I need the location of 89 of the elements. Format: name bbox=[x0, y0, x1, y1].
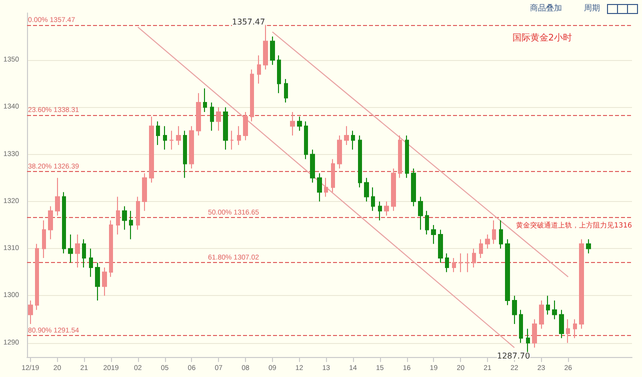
candlestick bbox=[163, 126, 167, 150]
annotation: 1287.70 bbox=[497, 352, 530, 360]
candlestick bbox=[55, 177, 60, 216]
candlestick bbox=[499, 220, 503, 250]
candlestick bbox=[257, 54, 261, 84]
candlestick bbox=[277, 54, 281, 94]
candlestick bbox=[142, 172, 147, 212]
candlestick bbox=[573, 318, 577, 339]
candlestick bbox=[129, 210, 133, 240]
candlestick bbox=[445, 252, 449, 273]
candlestick bbox=[566, 318, 570, 344]
candlestick bbox=[405, 135, 409, 178]
candlestick bbox=[102, 266, 107, 296]
candlestick bbox=[431, 224, 436, 244]
candlestick bbox=[116, 196, 120, 235]
candlestick bbox=[364, 177, 369, 202]
candlestick bbox=[156, 120, 160, 146]
candlestick bbox=[149, 116, 154, 184]
candlestick bbox=[95, 262, 100, 301]
candlestick bbox=[35, 243, 39, 310]
candlestick bbox=[230, 130, 234, 150]
candlestick bbox=[458, 252, 463, 273]
candlestick bbox=[122, 206, 127, 230]
candlestick bbox=[526, 328, 530, 354]
candlestick bbox=[391, 168, 396, 212]
candlestick bbox=[310, 149, 315, 184]
candlestick bbox=[250, 69, 254, 122]
candlestick bbox=[465, 252, 470, 273]
candlestick bbox=[512, 295, 517, 325]
candlestick bbox=[472, 248, 476, 268]
candlestick bbox=[586, 238, 591, 254]
candlestick bbox=[243, 111, 248, 141]
candlestick bbox=[136, 196, 140, 230]
candlestick bbox=[183, 130, 187, 178]
annotation: 国际黄金2小时 bbox=[512, 32, 572, 44]
text: 商品叠加 bbox=[530, 4, 562, 12]
candlestick bbox=[223, 106, 228, 150]
candlestick bbox=[384, 200, 389, 216]
candlestick bbox=[418, 196, 423, 230]
candlestick bbox=[297, 116, 302, 132]
candlestick bbox=[62, 192, 66, 254]
candlestick bbox=[351, 130, 355, 150]
candlestick bbox=[75, 234, 80, 268]
candlestick bbox=[216, 106, 221, 132]
candlestick bbox=[176, 126, 181, 146]
candlestick bbox=[324, 177, 328, 198]
candlestick bbox=[479, 238, 483, 259]
candlestick bbox=[485, 234, 490, 250]
candlestick bbox=[371, 186, 375, 212]
candlestick bbox=[48, 206, 53, 240]
candlestick bbox=[317, 172, 322, 202]
candlestick bbox=[196, 92, 201, 136]
candlestick bbox=[203, 88, 207, 112]
candlestick bbox=[109, 220, 113, 278]
candlestick bbox=[579, 238, 584, 330]
candlestick bbox=[378, 200, 382, 221]
candlestick bbox=[546, 295, 550, 316]
candlestick bbox=[519, 309, 523, 344]
candlestick bbox=[358, 135, 362, 188]
candlestick bbox=[169, 130, 174, 150]
candlestick bbox=[263, 24, 268, 70]
candlestick bbox=[270, 36, 275, 66]
candlestick bbox=[284, 78, 288, 104]
candlestick bbox=[331, 158, 335, 193]
candlestick bbox=[552, 300, 557, 320]
candlestick bbox=[304, 120, 308, 160]
candlestick bbox=[42, 220, 46, 259]
candlestick bbox=[82, 238, 86, 268]
candlestick bbox=[492, 220, 496, 244]
candlestick bbox=[237, 126, 241, 146]
candlestick bbox=[425, 210, 429, 235]
candlestick bbox=[337, 135, 342, 170]
candlestick bbox=[68, 234, 73, 264]
candlestick bbox=[452, 258, 456, 273]
candlestick bbox=[28, 300, 33, 325]
annotation: 1357.47 bbox=[232, 18, 266, 26]
text: 周期 bbox=[584, 4, 600, 12]
candlestick bbox=[189, 126, 194, 170]
candlestick bbox=[344, 126, 349, 146]
candlestick bbox=[438, 229, 443, 264]
candlestick bbox=[290, 111, 295, 136]
candlestick bbox=[559, 309, 564, 339]
candlestick bbox=[411, 168, 416, 207]
candlestick bbox=[532, 318, 537, 348]
candlestick bbox=[539, 300, 544, 330]
candlestick bbox=[505, 238, 510, 306]
candlestick bbox=[398, 135, 402, 178]
candlestick bbox=[89, 248, 93, 278]
candlestick bbox=[210, 102, 214, 132]
